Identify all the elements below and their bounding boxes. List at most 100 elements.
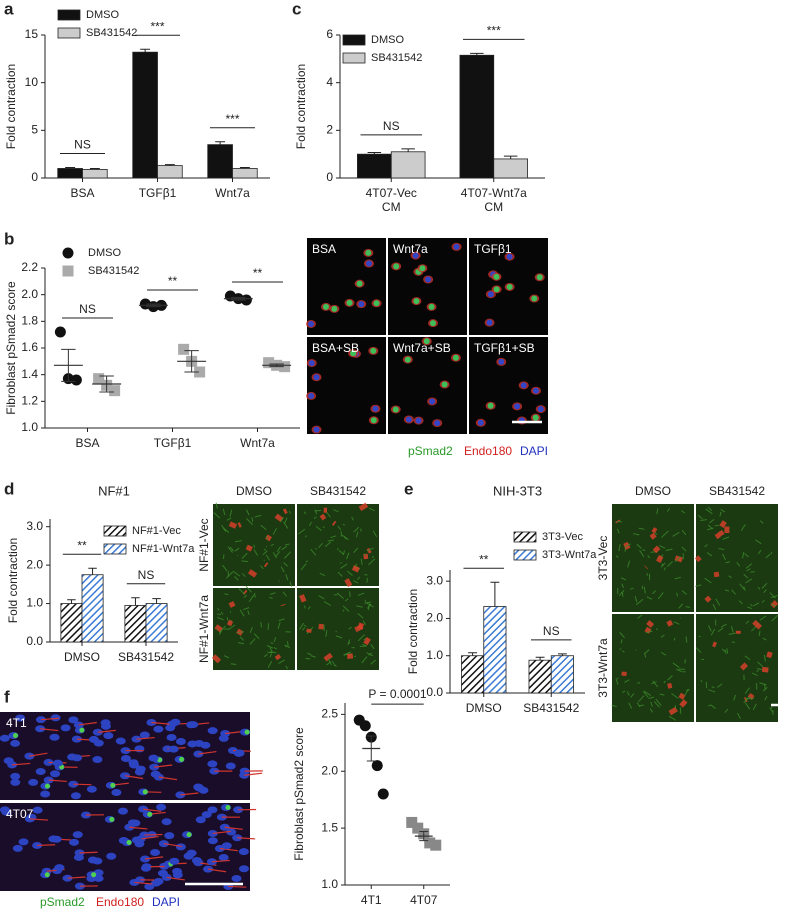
column-label: SB431542 (310, 484, 366, 498)
nucleus (231, 874, 242, 882)
y-tick-label: 1.0 (426, 648, 443, 662)
fibre (318, 542, 323, 548)
nucleus (487, 291, 494, 298)
fibre (705, 508, 713, 515)
fibre (728, 575, 732, 578)
nucleus (188, 721, 199, 729)
fibre (355, 531, 359, 538)
fibre (274, 513, 284, 522)
fibre (332, 661, 336, 667)
fibre (706, 527, 714, 531)
fibre (315, 547, 317, 550)
column-label: SB431542 (709, 484, 765, 498)
fibre (305, 560, 309, 563)
fibre (651, 681, 657, 685)
y-tick-label: 10 (25, 75, 39, 89)
fibre (660, 634, 665, 638)
y-tick-label: 1.2 (21, 394, 38, 408)
nucleus (69, 838, 80, 846)
fibre (627, 560, 631, 568)
nucleus (532, 414, 539, 421)
point (194, 366, 206, 378)
fibre (638, 695, 645, 703)
nucleus (186, 849, 197, 857)
point (93, 373, 105, 385)
x-tick-label: 4T07 (410, 893, 438, 907)
fibre (622, 690, 626, 693)
nucleus (166, 733, 177, 741)
fibre (667, 675, 673, 681)
legend-label: SB431542 (86, 27, 137, 39)
fibre (226, 617, 229, 621)
sem-bar (61, 348, 76, 382)
fibre (241, 572, 246, 577)
fibre (343, 535, 347, 540)
fibre (370, 659, 377, 665)
fibre (241, 560, 248, 563)
fibre (303, 511, 307, 515)
fibre (286, 641, 289, 647)
fibre (673, 637, 676, 641)
fibre (757, 661, 764, 668)
fibre (652, 590, 656, 595)
fibre (270, 543, 274, 547)
fibre (719, 511, 722, 517)
fibre (358, 502, 369, 512)
nucleus (313, 426, 320, 433)
nucleus (15, 714, 26, 722)
signal (44, 872, 50, 878)
fibre (731, 625, 734, 633)
nucleus (139, 731, 150, 739)
fibre (744, 553, 749, 558)
fibre (269, 653, 272, 658)
nucleus (207, 727, 218, 735)
fibre (264, 653, 268, 658)
legend-label: 3T3-Wnt7a (542, 549, 597, 561)
fibre (769, 592, 776, 599)
fibre (743, 573, 749, 579)
nucleus (365, 249, 372, 256)
fibre (761, 666, 769, 673)
nucleus (1, 808, 12, 816)
fibre (368, 652, 373, 656)
signal (142, 789, 148, 795)
fibre (356, 576, 361, 581)
fibre (229, 546, 235, 552)
fibre (344, 578, 353, 588)
fibre (611, 704, 617, 708)
fibre (739, 662, 749, 671)
legend-label: DMSO (371, 34, 404, 46)
nucleus (537, 406, 544, 413)
fibre (710, 628, 716, 636)
fibre (366, 577, 368, 583)
fibre (628, 702, 633, 709)
fibre (633, 533, 640, 536)
nucleus (49, 733, 60, 741)
sem-bar (99, 375, 114, 393)
fibre (224, 826, 243, 830)
fibre (619, 631, 625, 639)
fibre (636, 598, 644, 606)
error-bar (89, 167, 100, 170)
row-label: NF#1-Vec (197, 518, 211, 571)
fibre (336, 592, 344, 600)
nucleus (346, 299, 353, 306)
fibre (671, 693, 679, 699)
nucleus (144, 882, 155, 890)
fibre (758, 630, 761, 636)
fibre (342, 523, 346, 526)
error-bar (215, 141, 226, 145)
fibre (254, 514, 262, 518)
fibre (764, 696, 768, 701)
fibre (277, 622, 281, 629)
fibre (643, 690, 652, 696)
nucleus (532, 387, 539, 394)
fibre (676, 592, 679, 597)
fibre (344, 598, 349, 602)
x-tick-label: 4T07-Vec (366, 186, 417, 200)
nucleus (225, 762, 236, 770)
fibre (651, 527, 658, 534)
nucleus (54, 864, 65, 872)
fibre (228, 885, 247, 888)
nucleus (372, 405, 379, 412)
